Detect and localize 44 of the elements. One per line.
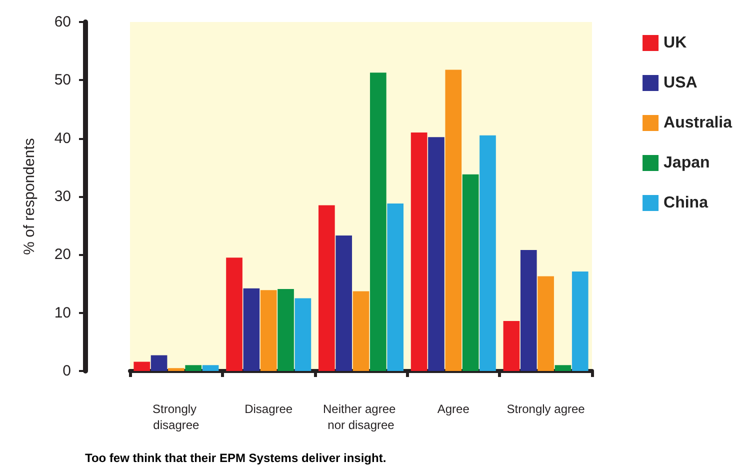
legend-label: Australia [664, 114, 732, 132]
y-tick-label: 50 [54, 72, 71, 89]
bar [503, 320, 520, 371]
y-tick-label: 20 [54, 246, 71, 264]
bar [243, 288, 260, 371]
bar [480, 135, 496, 371]
bar [336, 235, 352, 371]
bar [387, 203, 404, 371]
legend-label: UK [664, 34, 688, 52]
bar [462, 174, 479, 371]
bar [410, 132, 428, 371]
legend-label: Japan [664, 154, 710, 172]
bar [260, 290, 277, 371]
x-tick-label: Neither agree nor disagree [322, 402, 400, 432]
y-axis-title: % of respondents [21, 138, 38, 255]
bar [554, 365, 572, 371]
bar [318, 205, 335, 371]
y-tick-label: 0 [62, 362, 71, 380]
bar [202, 365, 219, 371]
bar [185, 365, 202, 371]
legend-label: USA [664, 74, 698, 92]
x-tick-label: Strongly agree [506, 402, 586, 416]
x-tick-label: Disagree [244, 402, 293, 416]
bar [352, 291, 370, 371]
bar [538, 276, 554, 371]
bar [294, 298, 312, 371]
bar [445, 70, 462, 371]
x-tick-label: Strongly disagree [152, 402, 200, 432]
y-tick-label: 10 [54, 304, 71, 322]
bar [226, 258, 242, 371]
bar [168, 368, 184, 371]
y-tick-label: 60 [54, 14, 71, 30]
x-tick-label: Agree [437, 402, 470, 416]
legend-label: China [664, 194, 708, 212]
bar [572, 272, 588, 371]
bar [520, 250, 537, 371]
bar [428, 137, 444, 371]
bar [134, 362, 150, 371]
bar [278, 288, 294, 371]
y-tick-label: 30 [54, 188, 71, 205]
bar [150, 355, 168, 371]
text: Too few think that their EPM Systems deliver insight. [85, 451, 386, 465]
bar [370, 72, 386, 371]
y-tick-label: 40 [54, 130, 71, 147]
